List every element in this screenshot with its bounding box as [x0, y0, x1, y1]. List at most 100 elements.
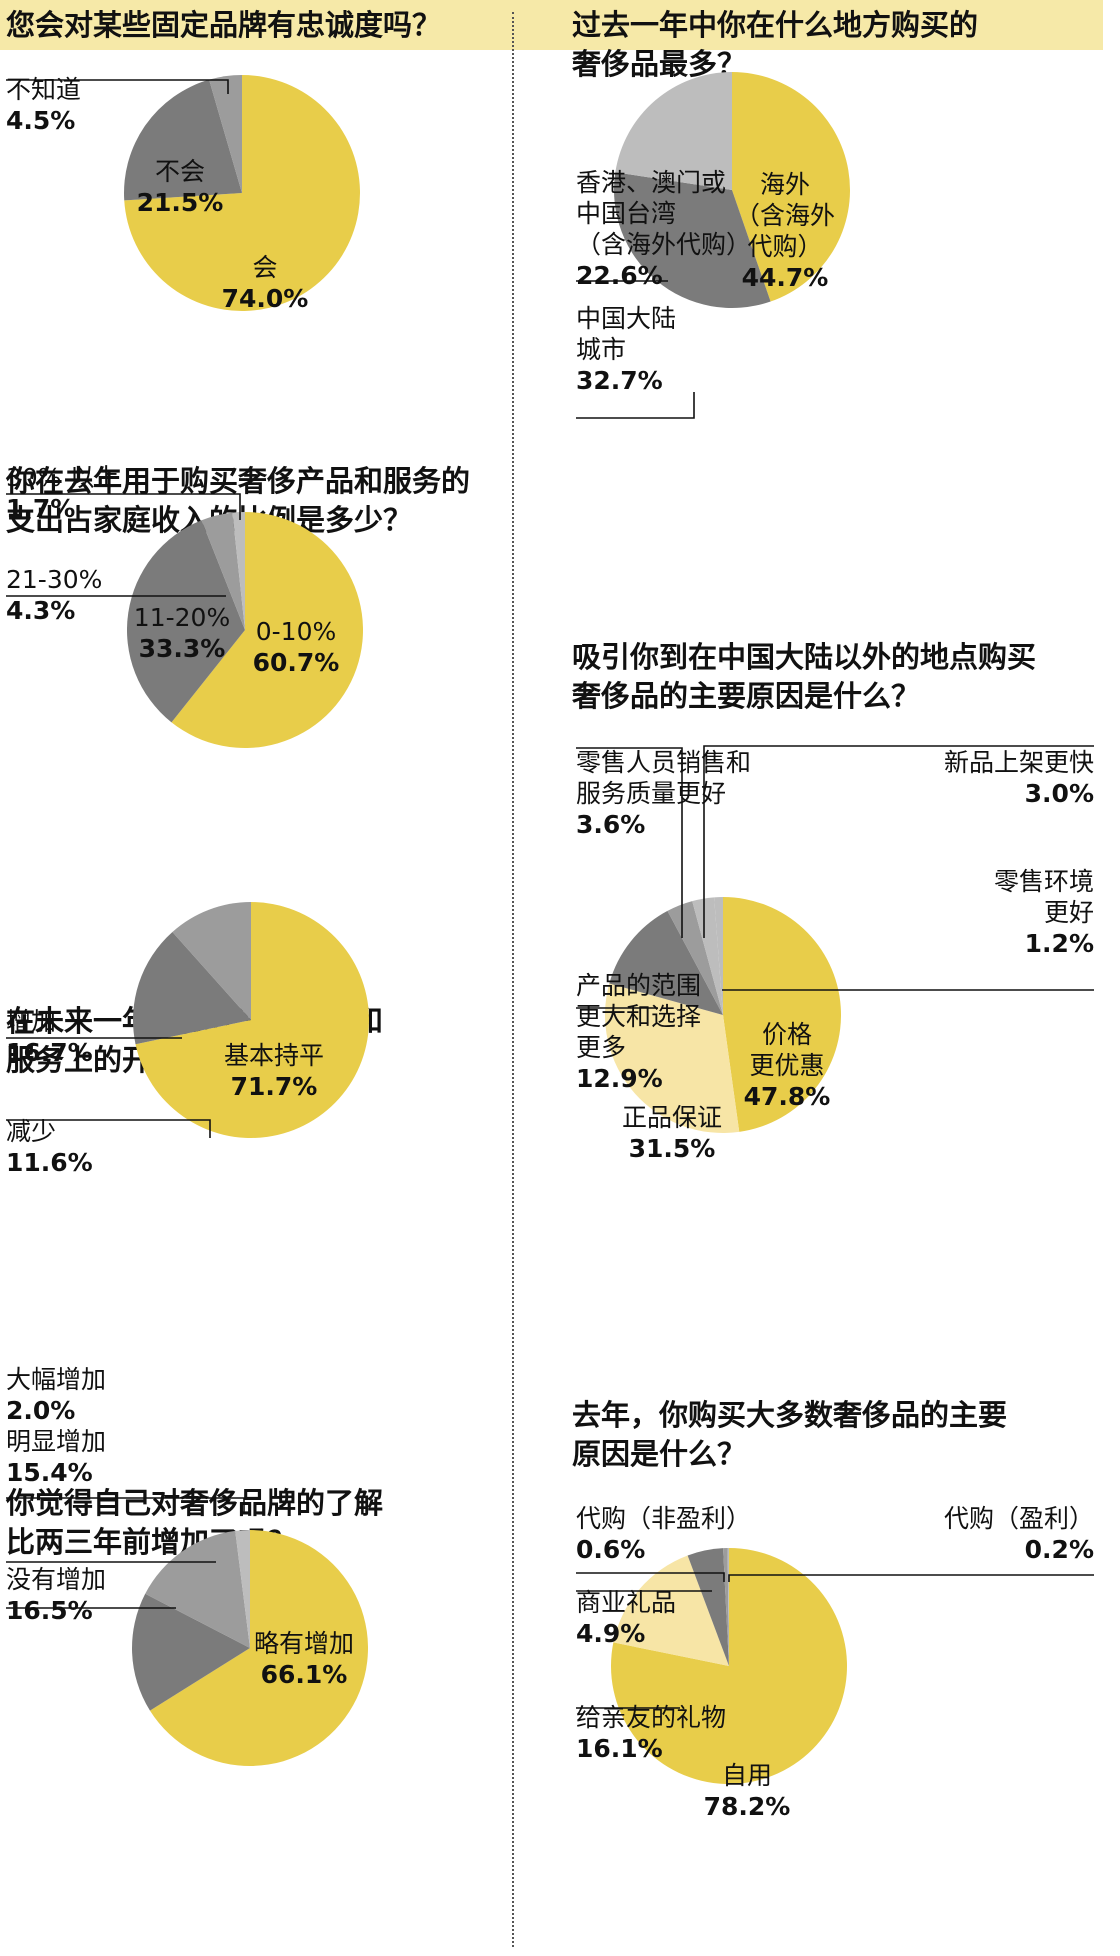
leader-line — [576, 747, 683, 938]
chart-title: 您会对某些固定品牌有忠诚度吗？ — [6, 8, 442, 42]
slice-label: 0-10% — [256, 617, 337, 646]
slice-label: 中国台湾 — [576, 199, 676, 228]
slice-value: 16.1% — [576, 1734, 663, 1763]
slice-label: 零售环境 — [994, 867, 1094, 896]
slice-label: 21-30% — [6, 565, 102, 594]
slice-label: 新品上架更快 — [944, 748, 1094, 777]
slice-label: 海外 — [760, 170, 810, 199]
slice-label: 会 — [252, 253, 277, 282]
slice-value: 0.2% — [1025, 1535, 1094, 1564]
chart-title: 去年，你购买大多数奢侈品的主要 原因是什么？ — [572, 1398, 1008, 1471]
slice-value: 16.5% — [6, 1596, 93, 1625]
slice-label: 城市 — [576, 335, 626, 364]
slice-value: 71.7% — [231, 1072, 318, 1101]
pie-chart — [614, 72, 851, 308]
slice-value: 33.3% — [139, 634, 226, 663]
leader-line — [728, 1574, 1094, 1582]
slice-value: 78.2% — [704, 1792, 791, 1821]
pie-slice — [126, 520, 245, 723]
slice-value: 1.2% — [1025, 929, 1094, 958]
slice-label: 商业礼品 — [576, 1588, 676, 1617]
pie-slice — [732, 72, 851, 302]
slice-label: 更好 — [1044, 898, 1094, 927]
slice-value: 31.5% — [629, 1134, 716, 1163]
pie-chart — [604, 897, 841, 1133]
slice-label: 略有增加 — [254, 1629, 354, 1658]
slice-label: 正品保证 — [622, 1103, 722, 1132]
slice-value: 12.9% — [576, 1064, 663, 1093]
slice-label: 增加 — [6, 1007, 56, 1036]
slice-label: 减少 — [6, 1117, 56, 1146]
leader-line — [576, 1572, 725, 1582]
slice-label: 价格 — [762, 1020, 812, 1049]
slice-value: 3.6% — [576, 810, 645, 839]
slice-label: 代购（盈利） — [944, 1504, 1094, 1533]
slice-value: 74.0% — [222, 284, 309, 313]
pie-chart — [126, 512, 363, 748]
pie-slice — [172, 902, 251, 1020]
slice-value: 4.5% — [6, 106, 75, 135]
pie-slice — [687, 1548, 729, 1666]
leader-line — [6, 493, 241, 520]
pie-slice — [124, 75, 360, 311]
slice-value: 32.7% — [576, 366, 663, 395]
slice-label: 11-20% — [134, 603, 230, 632]
pie-slice — [609, 910, 723, 1015]
leader-line — [6, 79, 229, 94]
slice-label: 产品的范围 — [576, 971, 701, 1000]
slice-label: 零售人员销售和 — [576, 748, 751, 777]
pie-slice — [714, 897, 723, 1015]
slice-value: 66.1% — [261, 1660, 348, 1689]
pie-chart — [131, 1530, 368, 1766]
pie-slice — [131, 1593, 250, 1711]
pie-chart — [133, 902, 369, 1138]
slice-label: 更优惠 — [749, 1051, 824, 1080]
leader-line — [703, 745, 1094, 938]
slice-label: 香港、澳门或 — [576, 168, 726, 197]
pie-chart — [610, 1548, 847, 1784]
pie-slice — [133, 931, 251, 1045]
pie-slice — [235, 1530, 250, 1648]
pie-slice — [124, 79, 242, 201]
pie-slice — [209, 75, 242, 193]
slice-label: （含海外代购） — [576, 230, 751, 259]
slice-label: 代购） — [747, 232, 822, 261]
slice-label: （含海外 — [735, 201, 835, 230]
pie-slice — [615, 72, 732, 190]
pie-slice — [614, 172, 771, 308]
column-divider — [512, 12, 514, 1947]
slice-value: 47.8% — [744, 1082, 831, 1111]
chart-title: 吸引你到在中国大陆以外的地点购买 奢侈品的主要原因是什么？ — [572, 640, 1037, 713]
slice-value: 4.3% — [6, 596, 75, 625]
leader-line — [576, 392, 695, 419]
slice-value: 60.7% — [253, 648, 340, 677]
slice-value: 11.6% — [6, 1148, 93, 1177]
pie-slice — [149, 1530, 368, 1766]
title-banner — [0, 0, 1103, 50]
slice-value: 22.6% — [576, 261, 663, 290]
pie-slice — [692, 897, 723, 1015]
slice-label: 不会 — [155, 157, 205, 186]
pie-slice — [135, 902, 369, 1138]
pie-slice — [171, 512, 363, 748]
slice-value: 0.6% — [576, 1535, 645, 1564]
pie-slice — [613, 1555, 729, 1666]
pie-slice — [604, 983, 740, 1133]
pie-chart — [124, 75, 360, 311]
slice-value: 44.7% — [742, 263, 829, 292]
slice-value: 3.0% — [1025, 779, 1094, 808]
pie-slice — [201, 512, 245, 630]
slice-label: 代购（非盈利） — [576, 1504, 751, 1533]
slice-label: 没有增加 — [6, 1565, 106, 1594]
pie-slice — [723, 897, 841, 1132]
slice-value: 4.9% — [576, 1619, 645, 1648]
slice-label: 明显增加 — [6, 1427, 106, 1456]
slice-value: 15.4% — [6, 1458, 93, 1487]
leader-line — [6, 1119, 211, 1138]
leader-line — [6, 1497, 245, 1514]
slice-label: 服务质量更好 — [576, 779, 726, 808]
slice-value: 1.7% — [6, 494, 75, 523]
slice-label: 更大和选择 — [576, 1002, 701, 1031]
slice-label: 大幅增加 — [6, 1365, 106, 1394]
